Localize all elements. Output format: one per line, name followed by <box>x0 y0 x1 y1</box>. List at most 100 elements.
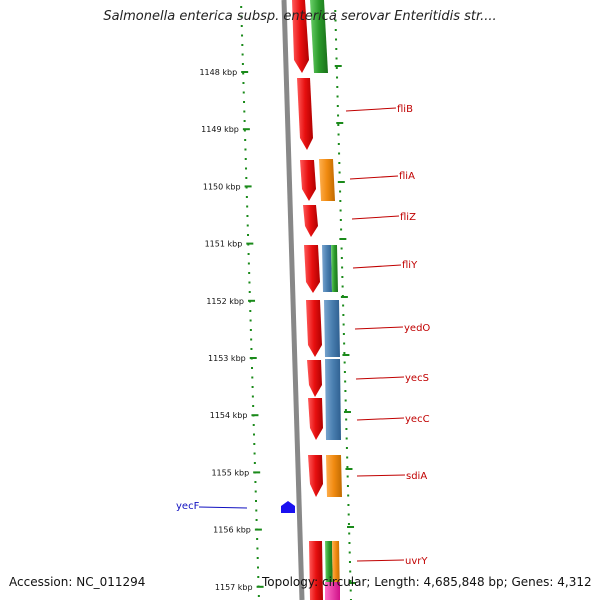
ruler-minor-tick <box>248 272 251 274</box>
ruler-minor-tick <box>241 53 244 56</box>
ruler-label: 1156 kbp <box>213 526 251 535</box>
gene-arrow-flib[interactable] <box>297 78 313 150</box>
ruler-minor-tick <box>255 509 258 512</box>
gene-track <box>297 78 342 600</box>
gene-arrow-fliy-green[interactable] <box>331 245 338 292</box>
right-minor-tick <box>337 143 340 145</box>
ruler-minor-tick <box>249 310 252 312</box>
right-minor-tick <box>339 200 342 202</box>
gene-arrow[interactable] <box>310 0 328 73</box>
ruler-minor-tick <box>240 15 243 18</box>
right-minor-tick <box>338 162 341 164</box>
ruler-minor-tick <box>248 291 251 293</box>
ruler-label: 1150 kbp <box>203 182 241 191</box>
ruler-minor-tick <box>256 538 259 540</box>
right-minor-tick <box>337 124 340 126</box>
gene-label-flia[interactable]: fliA <box>399 171 415 182</box>
ruler-minor-tick <box>247 234 250 236</box>
gene-leader-yecf <box>198 506 248 509</box>
gene-arrow-yedo-blue[interactable] <box>324 300 340 357</box>
right-major-tick <box>343 411 351 413</box>
right-major-tick <box>340 296 348 298</box>
gene-arrow-fliy[interactable] <box>304 245 320 293</box>
gene-label-fliy[interactable]: fliY <box>402 260 418 271</box>
gene-label-yecs[interactable]: yecS <box>405 373 429 384</box>
right-minor-tick <box>341 266 344 269</box>
ruler-label: 1148 kbp <box>199 68 237 77</box>
gene-arrow-flia[interactable] <box>300 160 316 201</box>
blue-pentagon-icon[interactable] <box>281 501 295 513</box>
ruler-minor-tick <box>240 6 243 8</box>
gene-label-yedo[interactable]: yedO <box>404 323 430 334</box>
gene-label-yecc[interactable]: yecC <box>405 414 430 425</box>
gene-arrow-flia-orange[interactable] <box>319 159 335 201</box>
right-minor-tick <box>348 551 351 554</box>
right-minor-tick <box>342 323 345 326</box>
ruler-label: 1152 kbp <box>206 297 244 306</box>
ruler-minor-tick <box>247 253 250 255</box>
right-minor-tick <box>347 504 350 506</box>
gene-arrow-uvry-pink[interactable] <box>325 582 340 600</box>
ruler-minor-tick <box>253 443 256 445</box>
gene-arrow-fliz[interactable] <box>303 205 318 237</box>
right-minor-tick <box>340 228 343 231</box>
gene-label-uvry[interactable]: uvrY <box>405 556 428 567</box>
right-minor-tick <box>342 314 345 316</box>
right-minor-tick <box>349 589 352 592</box>
right-minor-tick <box>339 190 342 193</box>
ruler-label: 1153 kbp <box>208 354 246 363</box>
ruler-minor-tick <box>256 566 259 569</box>
ruler-minor-tick <box>256 557 259 559</box>
ruler-label: 1155 kbp <box>211 468 249 477</box>
gene-arrow[interactable] <box>292 0 309 73</box>
right-minor-tick <box>348 532 351 535</box>
gene-label-yecf[interactable]: yecF <box>176 501 200 512</box>
gene-arrow-uvry[interactable] <box>309 541 323 600</box>
ruler-minor-tick <box>241 44 244 46</box>
gene-cds-top[interactable] <box>292 0 328 73</box>
ruler-minor-tick <box>245 196 248 198</box>
gene-arrow-yecc[interactable] <box>308 398 323 440</box>
right-minor-tick <box>347 513 350 516</box>
right-minor-tick <box>334 29 337 31</box>
gene-label-fliz[interactable]: fliZ <box>400 212 416 223</box>
right-minor-tick <box>335 38 338 41</box>
right-minor-tick <box>339 219 342 221</box>
right-minor-tick <box>338 171 341 174</box>
gene-arrow-sdia-orange[interactable] <box>326 455 342 497</box>
gene-arrow-yecs-blue[interactable] <box>325 359 341 440</box>
gene-arrow-yecs[interactable] <box>307 360 322 397</box>
right-minor-tick <box>349 580 352 582</box>
right-major-tick <box>334 65 342 67</box>
right-minor-tick <box>336 86 339 88</box>
right-minor-tick <box>345 437 348 440</box>
right-major-tick <box>339 238 347 240</box>
ruler-major-tick <box>242 128 250 131</box>
right-minor-tick <box>336 76 339 79</box>
ruler-label: 1149 kbp <box>201 125 239 134</box>
gene-arrow-sdia[interactable] <box>308 455 323 497</box>
gene-arrow-yedo[interactable] <box>306 300 322 357</box>
gene-label-sdia[interactable]: sdiA <box>406 471 427 482</box>
ruler-major-tick <box>253 471 261 474</box>
right-minor-tick <box>337 114 340 117</box>
right-major-tick <box>336 122 344 124</box>
gene-labels: fliB fliA fliZ fliY yedO yecS yecC sdiA … <box>397 104 430 567</box>
ruler-minor-tick <box>243 101 246 103</box>
right-major-tick <box>347 526 355 528</box>
ruler-minor-tick <box>248 281 251 284</box>
gene-label-flib[interactable]: fliB <box>397 104 413 115</box>
right-minor-tick <box>345 418 348 421</box>
right-minor-tick <box>335 57 338 60</box>
right-minor-tick <box>340 257 343 259</box>
gene-label-leaders <box>345 107 406 562</box>
ruler-major-tick <box>248 299 256 302</box>
ruler-minor-tick <box>241 63 244 65</box>
gene-arrow-fliy-blue[interactable] <box>322 245 332 292</box>
right-minor-tick <box>347 494 350 497</box>
ruler-minor-tick <box>251 395 254 398</box>
right-minor-tick <box>348 561 351 563</box>
right-minor-tick <box>341 276 344 278</box>
ruler-minor-tick <box>243 110 246 113</box>
